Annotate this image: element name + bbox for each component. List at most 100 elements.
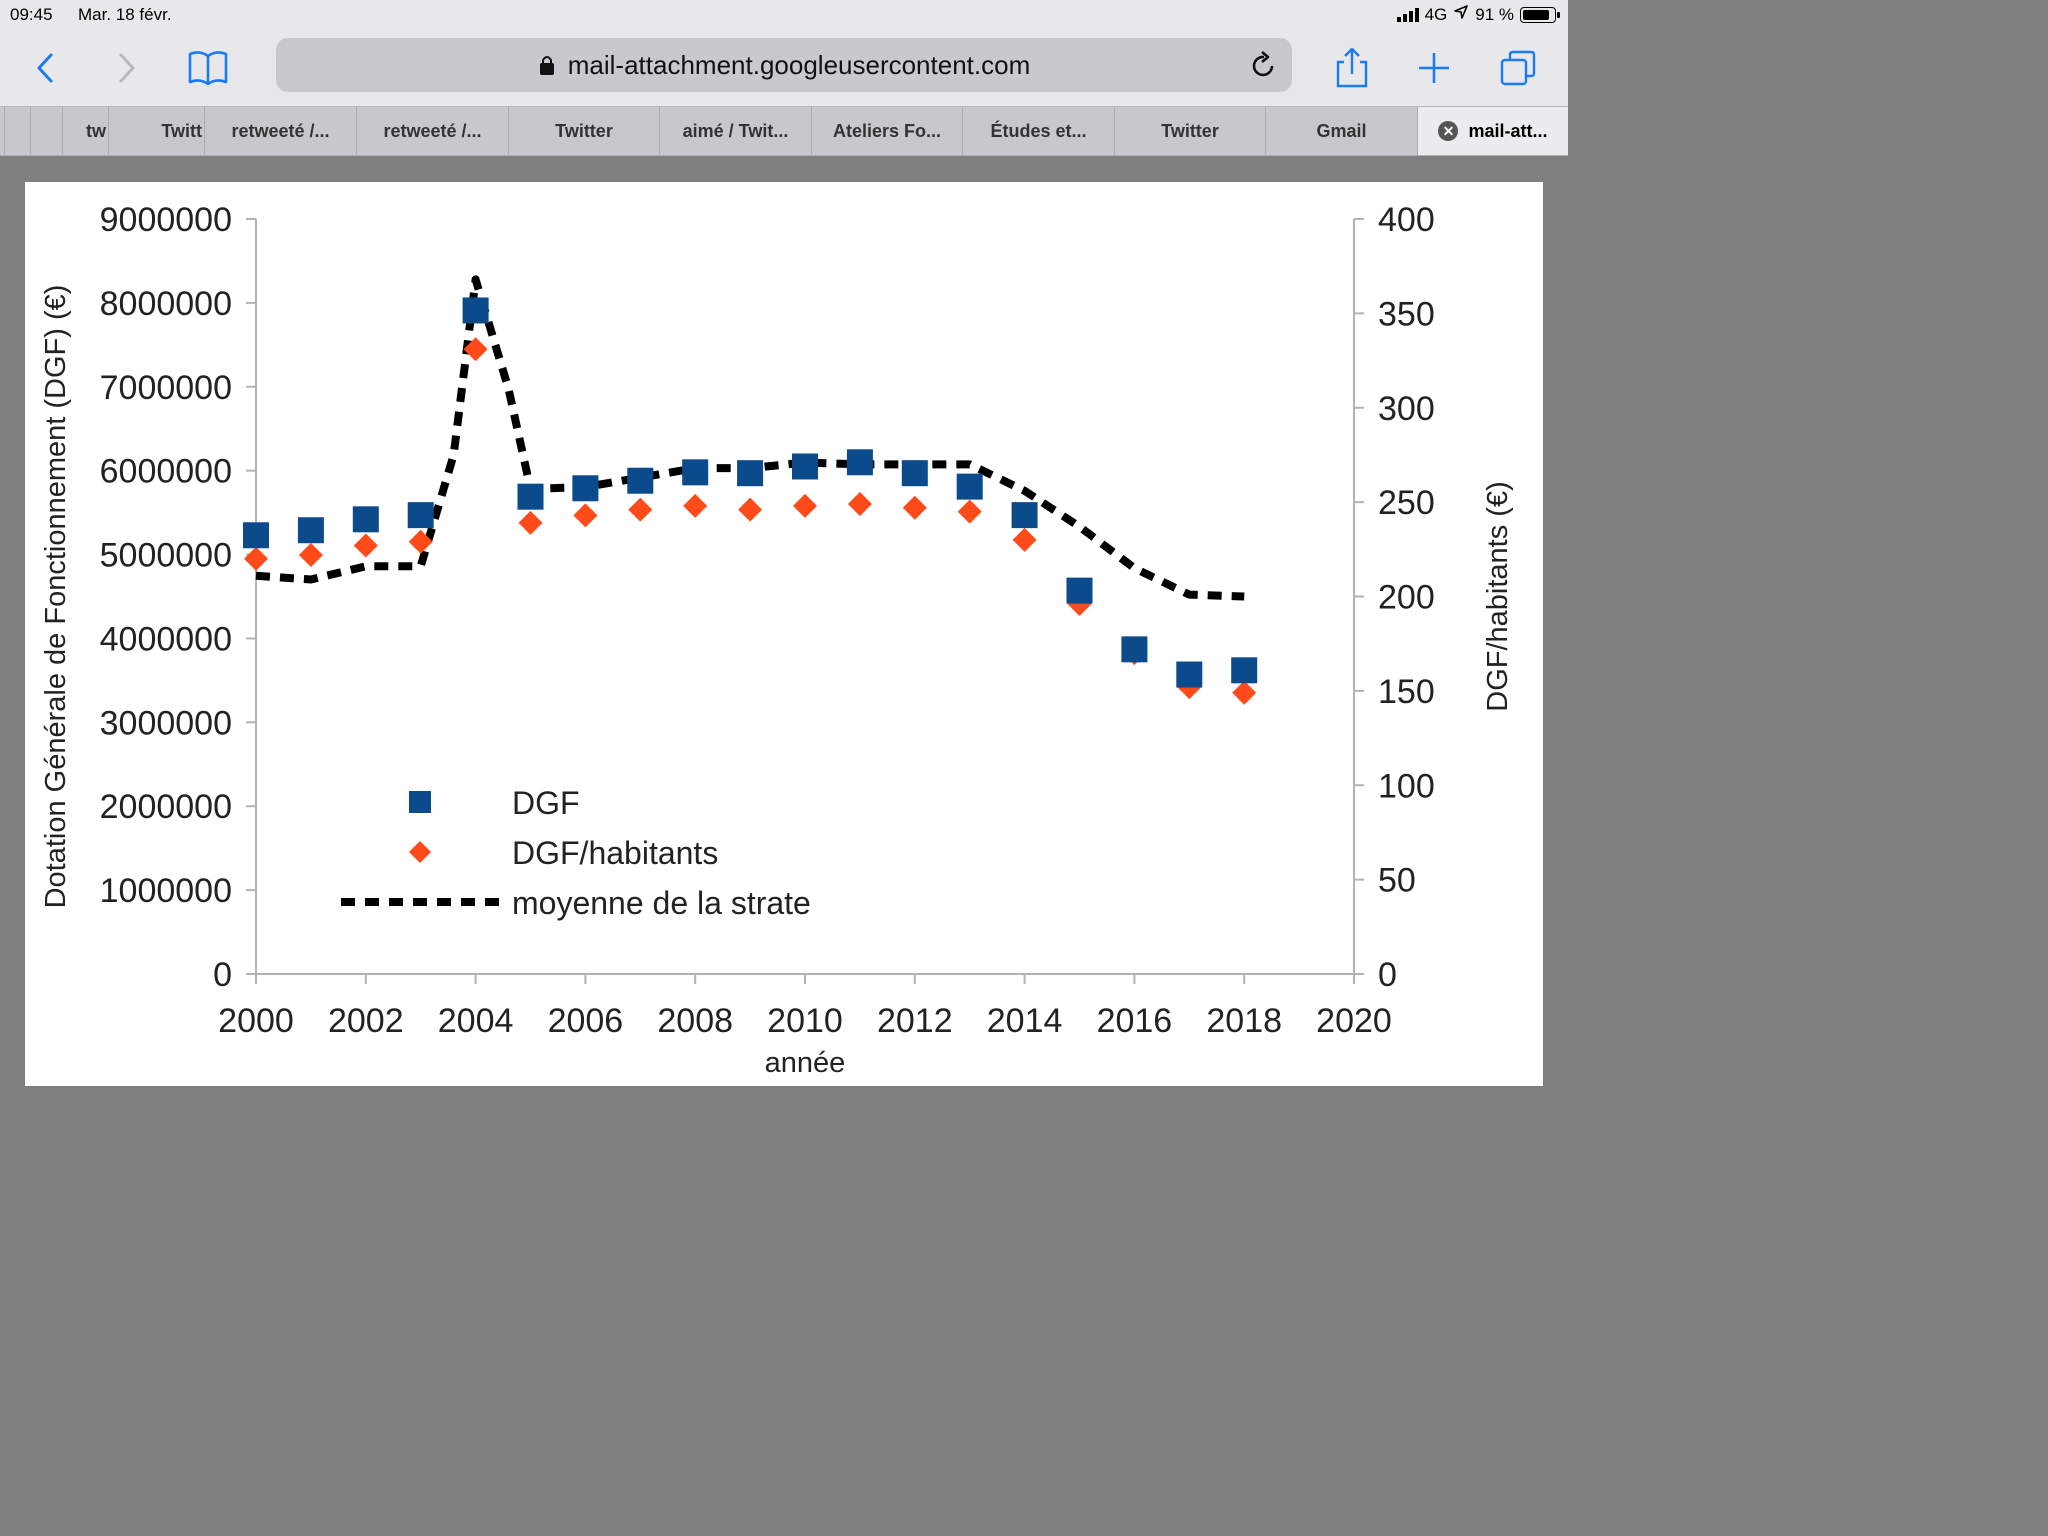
y-tick-label: 6000000 xyxy=(100,453,232,491)
legend-label-moyenne: moyenne de la strate xyxy=(512,885,811,921)
data-point-dgf-habitants xyxy=(244,546,268,571)
status-time: 09:45 xyxy=(10,5,53,24)
data-point-dgf xyxy=(462,297,489,324)
y-tick-label: 8000000 xyxy=(100,285,232,323)
book-icon[interactable] xyxy=(180,40,236,96)
share-icon[interactable] xyxy=(1324,40,1380,96)
legend-marker-dgf-habitants xyxy=(409,841,431,863)
y-axis-label: Dotation Générale de Fonctionnement (DGF… xyxy=(40,285,72,909)
data-point-dgf xyxy=(846,449,873,476)
y2-tick-label: 200 xyxy=(1378,579,1435,617)
browser-toolbar: mail-attachment.googleusercontent.com xyxy=(0,30,1568,106)
data-point-dgf-habitants xyxy=(793,493,817,518)
x-axis-label: année xyxy=(765,1047,846,1079)
tab-item[interactable]: retweeté /... xyxy=(356,107,508,155)
y2-tick-label: 150 xyxy=(1378,673,1435,711)
data-point-dgf xyxy=(572,475,599,502)
y2-tick-label: 50 xyxy=(1378,862,1416,900)
data-point-dgf-habitants xyxy=(1232,680,1257,705)
y2-axis-label: DGF/habitants (€) xyxy=(1482,481,1514,711)
y-tick-label: 4000000 xyxy=(100,620,232,658)
y-tick-label: 7000000 xyxy=(100,369,232,407)
legend-marker-dgf xyxy=(409,791,431,813)
y-tick-label: 5000000 xyxy=(100,537,232,575)
data-point-dgf xyxy=(352,506,379,533)
signal-icon xyxy=(1396,7,1419,22)
y-tick-label: 3000000 xyxy=(100,704,232,742)
chevron-right-icon[interactable] xyxy=(98,40,154,96)
data-point-dgf-habitants xyxy=(957,499,982,524)
tab-item[interactable] xyxy=(4,107,30,155)
x-tick-label: 2014 xyxy=(987,1002,1063,1040)
data-point-dgf-habitants xyxy=(628,497,653,522)
tab-item[interactable]: Gmail xyxy=(1265,107,1417,155)
data-point-dgf-habitants xyxy=(847,492,872,517)
battery-fill xyxy=(1523,9,1550,20)
tab-item[interactable] xyxy=(30,107,62,155)
data-point-dgf xyxy=(407,502,434,529)
y-tick-label: 2000000 xyxy=(100,788,232,826)
data-point-dgf-habitants xyxy=(573,503,598,528)
y2-tick-label: 400 xyxy=(1378,201,1435,239)
tab-item[interactable]: Twitter xyxy=(1114,107,1265,155)
data-point-dgf-habitants xyxy=(353,533,378,558)
data-point-dgf xyxy=(1011,502,1038,529)
battery-percent: 91 % xyxy=(1475,4,1514,24)
data-point-dgf xyxy=(792,453,818,480)
x-tick-label: 2006 xyxy=(548,1002,624,1040)
tab-item[interactable]: retweeté /... xyxy=(204,107,356,155)
data-point-dgf-habitants xyxy=(1012,527,1037,552)
chart-axes: 2000 2002 2004 2006 2008 2010 2012 2014 2016 2018… xyxy=(40,201,1514,1079)
data-point-dgf xyxy=(1066,577,1093,604)
address-bar[interactable]: mail-attachment.googleusercontent.com xyxy=(276,38,1292,92)
status-date: Mar. 18 févr. xyxy=(78,5,172,24)
data-point-dgf xyxy=(737,460,764,487)
tab-item[interactable]: aimé / Twit... xyxy=(659,107,811,155)
tab-item[interactable]: Twitt xyxy=(108,107,204,155)
data-point-dgf xyxy=(1176,661,1203,688)
x-tick-label: 2018 xyxy=(1206,1002,1282,1040)
series-line-moyenne xyxy=(255,275,1245,601)
y2-tick-label: 250 xyxy=(1378,484,1435,522)
y2-tick-label: 0 xyxy=(1378,956,1397,994)
data-point-dgf-habitants xyxy=(683,493,708,518)
y2-tick-label: 350 xyxy=(1378,295,1435,333)
x-tick-label: 2004 xyxy=(438,1002,514,1040)
chart-panel: 2000 2002 2004 2006 2008 2010 2012 2014 2016 2018… xyxy=(25,182,1543,1086)
x-tick-label: 2016 xyxy=(1097,1002,1173,1040)
tab-item[interactable]: Twitter xyxy=(508,107,659,155)
data-point-dgf xyxy=(1121,636,1148,663)
x-tick-label: 2002 xyxy=(328,1002,404,1040)
data-point-dgf xyxy=(243,522,269,549)
data-point-dgf xyxy=(682,459,709,486)
x-tick-label: 2000 xyxy=(218,1002,294,1040)
data-point-dgf xyxy=(956,473,983,500)
y-tick-label: 1000000 xyxy=(100,872,232,910)
status-indicators: 4G 91 % xyxy=(1396,4,1560,25)
location-icon xyxy=(1453,4,1469,25)
data-point-dgf xyxy=(627,467,654,494)
legend-label-dgf: DGF xyxy=(512,785,580,821)
tab-label: mail-att... xyxy=(1468,120,1548,141)
chevron-left-icon[interactable] xyxy=(18,40,74,96)
x-tick-label: 2020 xyxy=(1316,1002,1392,1040)
y-tick-label: 9000000 xyxy=(100,201,232,239)
legend-label-dgf-habitants: DGF/habitants xyxy=(512,835,718,871)
data-point-dgf-habitants xyxy=(738,497,763,522)
data-point-dgf-habitants xyxy=(463,337,488,362)
y2-tick-label: 300 xyxy=(1378,390,1435,428)
close-icon[interactable]: ✕ xyxy=(1438,121,1459,141)
network-label: 4G xyxy=(1424,4,1448,24)
plus-icon[interactable] xyxy=(1406,40,1462,96)
reload-icon[interactable] xyxy=(1250,50,1278,87)
tabs-icon[interactable] xyxy=(1490,40,1546,96)
status-bar: 09:45 Mar. 18 févr. 4G 91 % xyxy=(0,0,1568,30)
tab-item[interactable]: Études et... xyxy=(962,107,1114,155)
x-tick-label: 2012 xyxy=(877,1002,953,1040)
tab-item[interactable]: tw xyxy=(62,107,108,155)
y2-tick-label: 100 xyxy=(1378,767,1435,805)
data-point-dgf xyxy=(1231,657,1258,684)
tab-bar: tw Twitt retweeté /... retweeté /... Twi… xyxy=(0,106,1568,156)
tab-item[interactable]: Ateliers Fo... xyxy=(811,107,962,155)
tab-item-active[interactable]: ✕ mail-att... xyxy=(1417,107,1568,155)
